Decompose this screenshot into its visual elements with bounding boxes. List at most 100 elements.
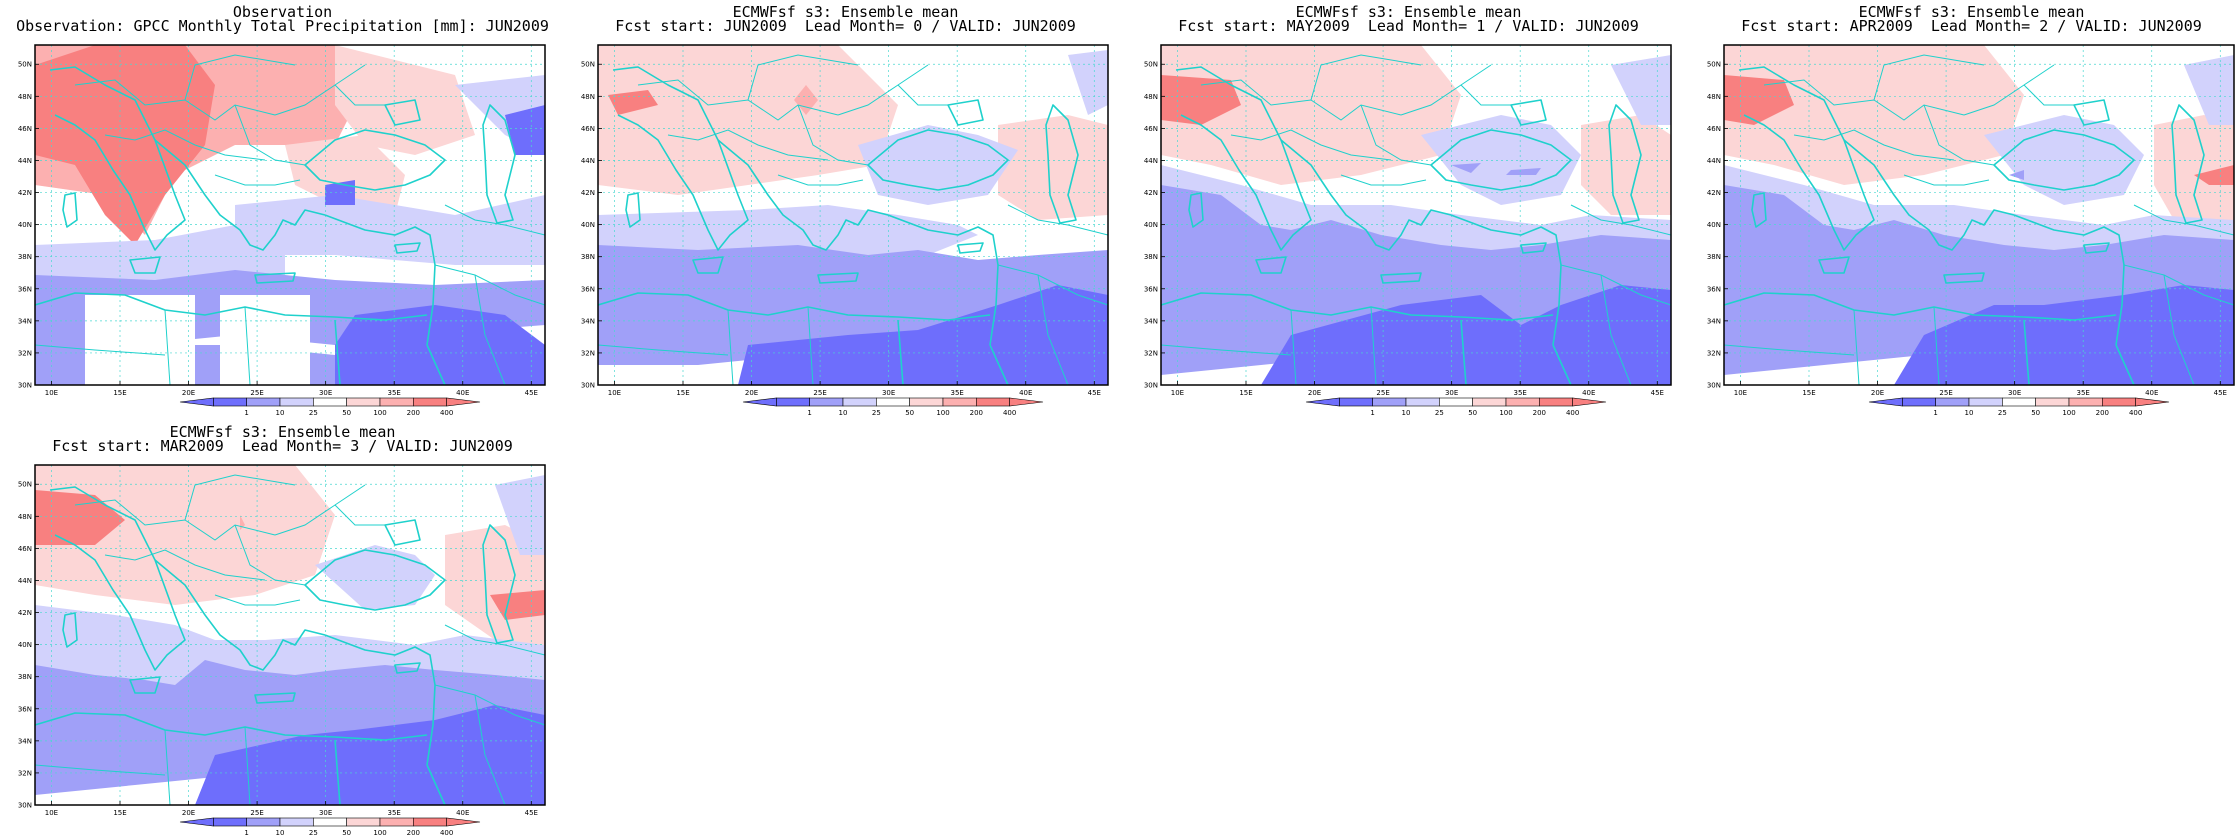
lon-label: 35E xyxy=(951,389,964,397)
lat-label: 38N xyxy=(18,253,32,261)
colorbar-swatch xyxy=(379,397,414,407)
map-figure: 30N 32N 34N 36N 38N 40N 42N 44N 46N 48N 50N 10E 15E 2… xyxy=(581,44,1109,417)
coastline xyxy=(1738,66,1875,251)
country-border xyxy=(334,84,385,106)
borders xyxy=(598,54,1108,385)
lat-label: 34N xyxy=(18,317,32,325)
lon-label: 45E xyxy=(1088,389,1101,397)
colorbar-label: 400 xyxy=(1003,409,1016,417)
borders xyxy=(35,474,545,805)
coastline xyxy=(625,192,641,228)
coastline xyxy=(612,66,749,251)
country-border xyxy=(1290,309,1297,385)
precip-region xyxy=(598,45,898,195)
coastline xyxy=(897,319,904,385)
country-border xyxy=(1400,64,1492,116)
country-border xyxy=(807,306,814,385)
lat-label: 42N xyxy=(18,189,32,197)
colorbar-swatch xyxy=(1539,397,1573,407)
coastline xyxy=(62,192,78,228)
precip-region xyxy=(1506,168,1541,175)
precip-region xyxy=(1451,163,1481,173)
colorbar-swatch xyxy=(1372,397,1407,407)
country-border xyxy=(2133,204,2234,236)
colorbar-low-arrow xyxy=(742,397,777,407)
grid xyxy=(1161,45,1671,385)
country-border xyxy=(184,54,296,101)
panel-title-line2: Fcst start: MAR2009 Lead Month= 3 / VALI… xyxy=(52,437,513,455)
coastline xyxy=(1608,104,1642,224)
precip-region xyxy=(35,465,335,605)
panel-title-line1: ECMWFsf s3: Ensemble mean xyxy=(1295,3,1522,21)
country-border xyxy=(214,594,301,606)
country-border xyxy=(2163,274,2195,385)
colorbar-swatch xyxy=(809,397,844,407)
colorbar-label: 100 xyxy=(2062,409,2075,417)
precip-region xyxy=(738,285,1108,385)
colorbar-label: 25 xyxy=(309,829,318,837)
map-panel-lead-2: ECMWFsf s3: Ensemble mean Fcst start: APR… xyxy=(1699,5,2240,420)
precip-region xyxy=(85,295,195,385)
precip-region xyxy=(35,225,285,285)
lat-label: 34N xyxy=(1707,317,1721,325)
coastline xyxy=(426,344,446,385)
colorbar-high-arrow xyxy=(446,397,481,407)
colorbar-swatch xyxy=(909,397,944,407)
country-border xyxy=(1724,344,1855,356)
colorbar-label: 400 xyxy=(1566,409,1579,417)
borders xyxy=(1161,54,1671,385)
lat-label: 50N xyxy=(18,481,32,489)
lon-label: 30E xyxy=(1445,389,1458,397)
lat-label: 40N xyxy=(581,221,595,229)
country-border xyxy=(164,309,171,385)
coastline xyxy=(35,712,428,741)
lat-label: 36N xyxy=(1144,285,1158,293)
lat-label: 44N xyxy=(18,577,32,585)
coastline xyxy=(35,292,428,321)
lon-label: 20E xyxy=(182,809,195,817)
coastline xyxy=(1460,319,1467,385)
precip-region xyxy=(35,605,545,685)
precip-region xyxy=(335,45,475,155)
precip-region xyxy=(858,125,1018,205)
coastline xyxy=(394,242,421,254)
colorbar-label: 25 xyxy=(1998,409,2007,417)
lat-label: 34N xyxy=(1144,317,1158,325)
colorbar-label: 1 xyxy=(807,409,811,417)
colorbar-swatch xyxy=(2102,397,2136,407)
colorbar-label: 100 xyxy=(373,409,386,417)
lon-label: 15E xyxy=(676,389,689,397)
precip-region xyxy=(315,545,435,610)
lat-label: 46N xyxy=(581,125,595,133)
colorbar-swatch xyxy=(2068,397,2103,407)
lon-label: 30E xyxy=(882,389,895,397)
lat-label: 48N xyxy=(1144,93,1158,101)
lat-label: 40N xyxy=(1707,221,1721,229)
coastline xyxy=(2171,104,2205,224)
colorbar-swatch xyxy=(776,397,810,407)
coastline xyxy=(1520,242,1547,254)
colorbar: 1 10 25 50 100 200 400 xyxy=(179,397,481,417)
lat-label: 32N xyxy=(1144,349,1158,357)
colorbar-label: 100 xyxy=(936,409,949,417)
panel-title-line1: ECMWFsf s3: Ensemble mean xyxy=(732,3,959,21)
colorbar-swatch xyxy=(976,397,1010,407)
lat-label: 38N xyxy=(1144,253,1158,261)
borders xyxy=(35,54,545,385)
coastline xyxy=(2083,242,2110,254)
map-panel-lead-1: ECMWFsf s3: Ensemble mean Fcst start: MAY… xyxy=(1136,5,1681,420)
country-border xyxy=(434,684,545,726)
coastline xyxy=(154,559,326,671)
precip-region xyxy=(1724,45,2024,185)
colorbar-label: 10 xyxy=(276,409,285,417)
lat-label: 32N xyxy=(581,349,595,357)
country-border xyxy=(897,84,948,106)
map-frame xyxy=(1723,44,2235,386)
lon-label: 30E xyxy=(319,389,332,397)
coastline xyxy=(62,612,78,648)
country-border xyxy=(1933,306,1940,385)
panel-title-line2: Fcst start: MAY2009 Lead Month= 1 / VALI… xyxy=(1178,17,1639,35)
colorbar-swatch xyxy=(313,817,347,827)
precip-region xyxy=(285,135,405,215)
colorbar-label: 50 xyxy=(905,409,914,417)
